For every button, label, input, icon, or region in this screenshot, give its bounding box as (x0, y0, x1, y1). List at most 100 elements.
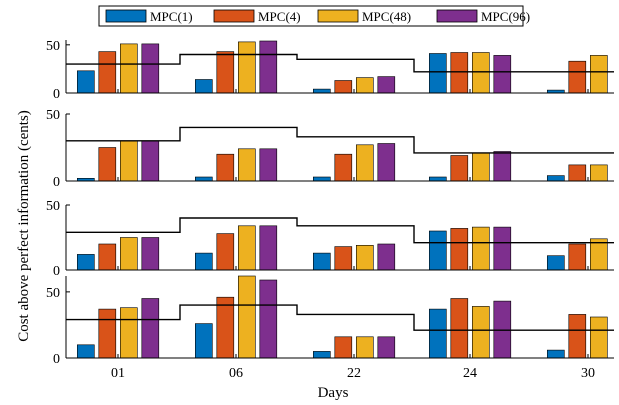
y-tick-label-p2-50: 50 (46, 108, 60, 123)
bar-p1-01-s3 (120, 43, 138, 94)
y-axis-label: Cost above perfect information (cents) (16, 110, 32, 342)
bar-p1-01-s1 (77, 70, 95, 94)
bar-p3-01-s2 (98, 243, 117, 271)
bar-p3-22-s3 (355, 245, 374, 271)
legend-swatch-3 (317, 9, 359, 23)
bar-p1-22-s3 (355, 77, 374, 94)
bar-p4-24-s3 (471, 306, 490, 359)
legend: MPC(1) MPC(4) MPC(48) MPC(96) (98, 5, 530, 27)
bar-p3-06-s3 (238, 225, 256, 271)
bar-p3-30-s3 (589, 238, 608, 271)
bar-p3-01-s3 (120, 237, 138, 271)
y-tick-label-p4-50: 50 (46, 286, 60, 301)
bar-p2-06-s3 (238, 148, 256, 182)
step-line-p2 (66, 126, 614, 154)
bar-p2-24-s2 (450, 155, 469, 182)
bar-p1-22-s1 (312, 88, 331, 94)
bar-p4-22-s2 (334, 336, 353, 359)
bar-p3-22-s1 (312, 252, 331, 271)
x-axis-label: Days (318, 385, 349, 401)
bar-p1-22-s4 (377, 76, 396, 94)
bar-p2-24-s1 (428, 176, 447, 182)
bar-p3-24-s2 (450, 228, 469, 271)
bar-p4-01-s1 (77, 344, 95, 359)
bar-p2-30-s2 (568, 164, 587, 182)
y-tick-label-p3-0: 0 (53, 264, 60, 279)
legend-swatch-4 (436, 9, 478, 23)
bar-p2-22-s4 (377, 143, 396, 182)
panel-1: 0 50 (46, 39, 614, 102)
bar-p1-24-s1 (428, 53, 447, 94)
bar-p2-22-s1 (312, 176, 331, 182)
y-tick-label-p4-0: 0 (53, 352, 60, 367)
bar-p1-06-s3 (238, 41, 256, 94)
bar-p4-06-s1 (195, 323, 213, 359)
bar-p3-30-s1 (546, 255, 565, 271)
bar-p2-06-s1 (195, 176, 213, 182)
bar-p1-06-s2 (216, 51, 235, 94)
bar-p1-30-s3 (589, 55, 608, 94)
bar-p2-01-s4 (141, 140, 160, 182)
bar-p3-30-s2 (568, 243, 587, 271)
step-line-p3 (66, 217, 614, 244)
bar-p3-24-s3 (471, 226, 490, 271)
bar-p3-01-s1 (77, 254, 95, 271)
x-tick-label-30: 30 (581, 366, 595, 381)
bar-p4-22-s3 (355, 336, 374, 359)
bar-p4-30-s1 (546, 349, 565, 359)
bar-p2-22-s3 (355, 144, 374, 182)
bar-p1-06-s1 (195, 79, 213, 94)
bar-p1-30-s2 (568, 60, 587, 94)
bar-p4-06-s3 (238, 275, 256, 359)
bar-p3-22-s4 (377, 243, 396, 271)
panel-2: 0 50 (46, 108, 614, 190)
bar-p1-24-s4 (493, 55, 512, 94)
y-tick-label-p1-0: 0 (53, 87, 60, 102)
bar-p1-01-s2 (98, 51, 117, 94)
bar-p2-22-s2 (334, 153, 353, 182)
bar-p2-01-s2 (98, 147, 117, 182)
legend-frame (98, 5, 524, 27)
x-tick-label-24: 24 (463, 366, 477, 381)
bar-p4-22-s1 (312, 351, 331, 359)
legend-swatch-1 (105, 9, 147, 23)
step-line-p4 (66, 304, 614, 331)
y-tick-label-p1-50: 50 (46, 39, 60, 54)
bar-p2-06-s2 (216, 153, 235, 182)
step-line-p1 (66, 53, 614, 73)
panel-3: 0 50 (46, 199, 614, 279)
bar-p1-24-s2 (450, 52, 469, 94)
bar-p3-06-s2 (216, 233, 235, 271)
legend-swatch-2 (213, 9, 255, 23)
bar-p1-22-s2 (334, 80, 353, 94)
bar-p4-01-s4 (141, 298, 160, 359)
bar-p3-24-s4 (493, 226, 512, 271)
x-tick-label-22: 22 (347, 366, 361, 381)
legend-label-2: MPC(4) (258, 9, 301, 24)
legend-label-3: MPC(48) (362, 9, 411, 24)
bar-p2-06-s4 (259, 148, 278, 182)
bar-p2-30-s1 (546, 175, 565, 182)
bar-p3-24-s1 (428, 230, 447, 271)
bar-p4-22-s4 (377, 336, 396, 359)
bar-p4-30-s3 (589, 316, 608, 359)
bar-p2-24-s3 (471, 152, 490, 182)
bar-p3-06-s1 (195, 252, 213, 271)
bar-p4-01-s2 (98, 308, 117, 359)
bar-p4-24-s2 (450, 298, 469, 359)
panel-4: 0 50 (46, 275, 614, 367)
bar-p4-06-s2 (216, 296, 235, 359)
bar-p3-06-s4 (259, 225, 278, 271)
bar-p3-22-s2 (334, 246, 353, 271)
bar-p2-01-s3 (120, 140, 138, 182)
y-tick-label-p2-0: 0 (53, 175, 60, 190)
legend-label-4: MPC(96) (481, 9, 530, 24)
bar-p1-01-s4 (141, 43, 160, 94)
x-tick-label-01: 01 (111, 366, 125, 381)
legend-label-1: MPC(1) (150, 9, 193, 24)
x-tick-label-06: 06 (229, 366, 243, 381)
x-tick-labels: 01 06 22 24 30 (111, 366, 595, 381)
bar-p4-01-s3 (120, 307, 138, 359)
bar-p2-30-s3 (589, 164, 608, 182)
